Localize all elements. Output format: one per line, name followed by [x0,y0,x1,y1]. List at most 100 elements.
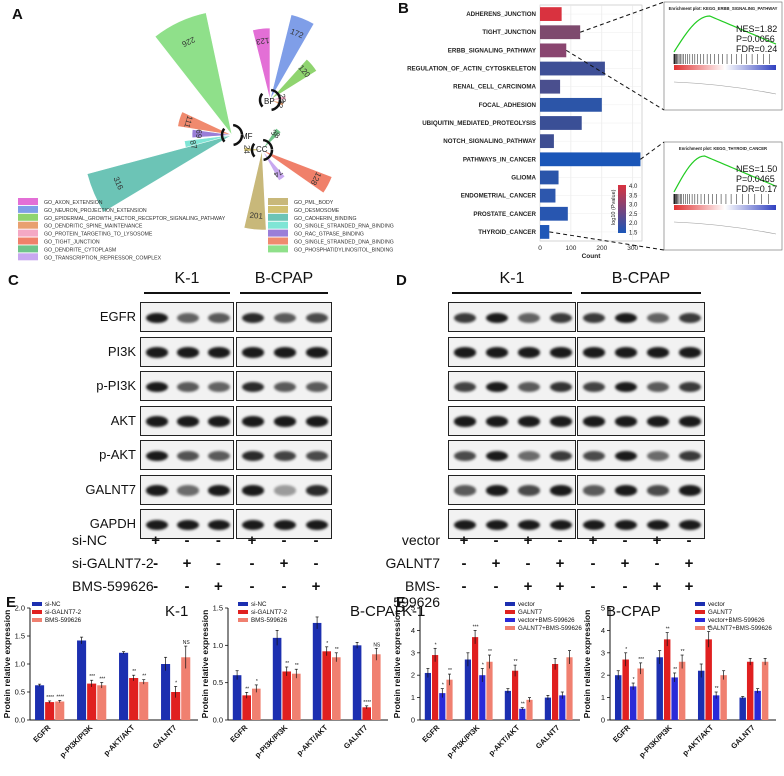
chart-title: K-1 [402,603,425,620]
condition-label: BMS-599626 [393,578,440,610]
y-tick: 0 [601,716,605,725]
kegg-bar [540,61,605,76]
category-label: p-PI3K/PI3K [58,723,95,760]
significance-mark: *** [99,676,105,682]
legend-label: GO_AXON_EXTENSION [44,200,103,206]
bar [526,699,533,720]
protein-band [485,312,509,324]
bar [55,701,65,720]
legend-label: GALNT7+BMS-599626 [708,625,772,632]
protein-band [485,416,509,427]
legend-swatch [18,221,38,229]
legend-label: GO_TRANSCRIPTION_REPRESSOR_COMPLEX [44,255,162,261]
kegg-bar [540,7,562,21]
category-label: TIGHT_JUNCTION [482,29,536,36]
protein-band [646,312,670,324]
y-tick: 1.5 [213,604,223,613]
treatment-sign: - [622,578,628,595]
x-axis-label: Count [582,253,602,260]
treatment-sign: - [313,555,319,572]
condition-label: GALNT7 [385,555,440,571]
bar [566,657,573,720]
blot-strip [577,336,705,367]
legend-swatch [18,253,38,261]
significance-mark: ** [673,667,677,673]
condition-label: BMS-599626 [72,578,154,594]
legend-label: GO_DENDRITIC_SPINE_MAINTENANCE [44,224,143,230]
y-tick: 3 [601,648,605,657]
treatment-sign: - [557,532,563,549]
bar [45,702,55,720]
category-label: NOTCH_SIGNALING_PATHWAY [443,138,537,145]
protein-band [517,381,541,393]
legend-swatch [18,205,38,213]
significance-mark: ** [142,674,146,680]
protein-label: GAPDH [89,516,136,531]
panel-label-c: C [8,272,19,289]
western-blot-d: K-1B-CPAPEGFRPI3Kp-PI3KAKTp-AKTGALNT7GAP… [386,262,784,610]
significance-mark: *** [89,674,95,680]
enrichment-curve [673,155,777,193]
protein-band [517,312,541,324]
treatment-sign: - [686,532,692,549]
petal-value: 111 [182,115,194,130]
treatment-sign: + [213,578,223,595]
bar [637,668,644,720]
p-value: P=0.0465 [736,174,775,184]
category-label: p-PI3K/PI3K [637,723,674,760]
protein-band [241,347,265,358]
significance-mark: * [625,647,627,653]
blot-strip [140,302,234,332]
blot-strip [236,440,332,470]
protein-band [453,347,477,358]
protein-band [145,485,168,496]
panel-label-f: F [396,594,406,611]
protein-band [453,381,477,393]
legend-swatch [32,618,42,622]
y-axis-label: Protein relative expression [582,610,592,719]
category-label: ERBB_SIGNALING_PATHWAY [448,47,537,54]
ranked-metric [673,221,777,235]
legend-label: vector+BMS-599626 [708,617,765,624]
protein-band [208,450,231,462]
protein-band [485,450,509,462]
category-label: REGULATION_OF_ACTIN_CYTOSKELETON [407,66,536,73]
legend-label: BMS-599626 [45,617,82,624]
protein-band [582,519,606,531]
protein-band [678,381,702,393]
significance-mark: ** [245,686,249,692]
x-tick: 100 [565,245,576,252]
protein-band [208,312,231,324]
fdr-value: FDR=0.24 [736,44,777,54]
protein-band [273,347,297,358]
panel-label-a: A [12,6,23,23]
protein-band [208,416,231,427]
connector [640,141,665,160]
condition-label: si-GALNT7-2 [72,555,154,571]
treatment-sign: - [461,578,467,595]
blot-strip [140,474,234,505]
legend-label: vector+BMS-599626 [518,617,575,624]
legend-swatch [695,626,705,630]
legend-label: GO_DESMOSOME [294,208,340,214]
protein-band [177,416,199,427]
protein-band [614,416,638,427]
legend-label: GALNT7+BMS-599626 [518,625,582,632]
protein-band [177,519,199,531]
category-label: EGFR [611,723,633,745]
category-label: EGFR [420,723,442,745]
bar [252,688,261,720]
y-tick: 1.0 [15,660,25,669]
legend-label: si-GALNT7-2 [251,609,288,616]
bar [479,675,486,720]
y-axis-label: Protein relative expression [200,610,210,719]
legend-label: GO_DENDRITE_CYTOPLASM [44,247,116,253]
legend-label: GO_TIGHT_JUNCTION [44,240,100,246]
gsea-plot [663,1,783,111]
kegg-bar [540,134,554,149]
treatment-sign: - [281,578,287,595]
blot-strip [448,474,576,505]
blot-strip [577,371,705,401]
petal-value: 201 [249,211,264,221]
treatment-sign: + [652,578,662,595]
